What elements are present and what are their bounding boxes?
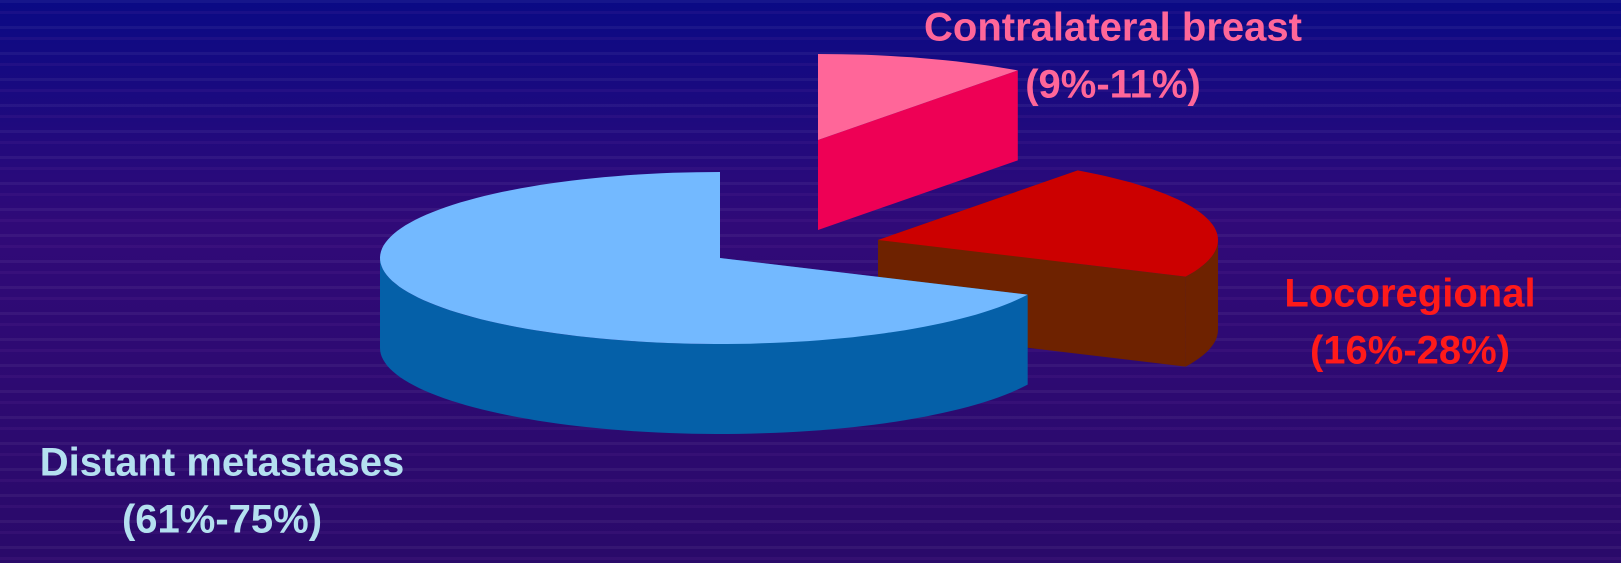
slice-side xyxy=(380,258,1028,434)
slice-value-label: (9%-11%) xyxy=(1025,63,1201,107)
slice xyxy=(818,54,1018,140)
slice-value-label: (16%-28%) xyxy=(1310,329,1510,373)
slice-side xyxy=(1185,240,1218,367)
slice-label: Locoregional xyxy=(1284,272,1535,316)
slice-label: Contralateral breast xyxy=(924,6,1302,50)
slice-cut-face xyxy=(818,70,1018,231)
slice xyxy=(878,170,1218,277)
slice xyxy=(380,172,1028,344)
slice-label: Distant metastases xyxy=(40,441,405,485)
slice-value-label: (61%-75%) xyxy=(122,498,322,542)
